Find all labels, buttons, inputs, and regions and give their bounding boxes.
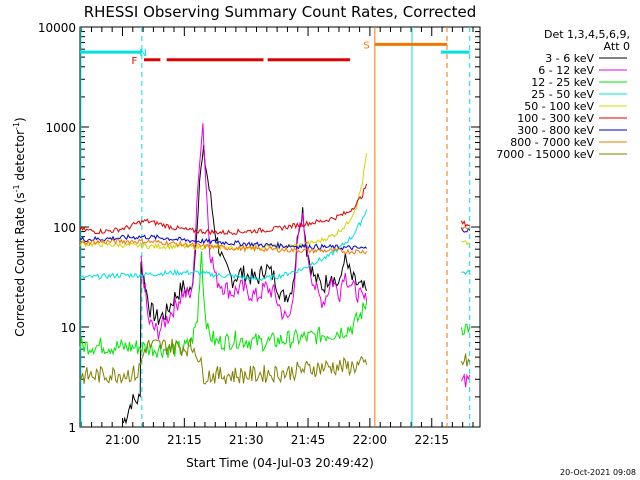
legend-label: 12 - 25 keV <box>531 76 594 89</box>
x-tick-label: 21:30 <box>229 433 264 447</box>
x-tick-label: 21:00 <box>105 433 140 447</box>
series-line <box>79 209 368 282</box>
series-line <box>122 144 368 425</box>
legend-label: 50 - 100 keV <box>524 100 594 113</box>
series-line <box>461 240 470 246</box>
series-line <box>79 183 368 236</box>
flag-label: S <box>363 40 369 51</box>
flag-bars: NF S <box>80 40 470 67</box>
legend-label: 800 - 7000 keV <box>510 136 594 149</box>
legend-label: 3 - 6 keV <box>545 52 594 65</box>
x-tick-label: 21:15 <box>167 433 202 447</box>
legend-label: 6 - 12 keV <box>538 64 594 77</box>
legend-label: 7000 - 15000 keV <box>496 148 594 161</box>
legend-label: 100 - 300 keV <box>517 112 594 125</box>
y-tick-label: 10000 <box>38 21 76 35</box>
y-tick-label: 1 <box>68 421 76 435</box>
series-group <box>79 123 471 425</box>
chart-title: RHESSI Observing Summary Count Rates, Co… <box>84 3 477 21</box>
vertical-markers <box>80 27 471 427</box>
x-tick-label: 22:15 <box>414 433 449 447</box>
y-axis-label-exp-1: -1 <box>12 184 21 192</box>
series-line <box>460 226 470 231</box>
legend-label: 25 - 50 keV <box>531 88 594 101</box>
y-tick-label: 100 <box>53 221 76 235</box>
legend-label: 300 - 800 keV <box>517 124 594 137</box>
series-line <box>460 227 471 233</box>
x-axis: 21:00 21:15 21:30 21:45 22:00 22:15 <box>80 27 474 447</box>
x-tick-label: 22:00 <box>353 433 388 447</box>
flag-label: N <box>139 48 146 59</box>
y-axis-label-prefix: Corrected Count Rate (s <box>13 192 27 336</box>
series-line <box>79 251 368 358</box>
y-axis-label-exp-2: -1 <box>12 122 21 130</box>
series-line <box>140 123 368 340</box>
series-line <box>460 353 471 367</box>
series-line <box>79 152 368 252</box>
flag-label: F <box>132 56 138 67</box>
legend-header: Det 1,3,4,5,6,9, <box>544 28 630 41</box>
y-tick-label: 10 <box>61 321 76 335</box>
x-axis-label: Start Time (04-Jul-03 20:49:42) <box>186 456 374 470</box>
y-axis-label-suffix: ) <box>13 117 27 122</box>
footer-date: 20-Oct-2021 09:08 <box>560 468 636 477</box>
y-axis-label-mid: detector <box>13 130 27 185</box>
series-line <box>460 373 471 388</box>
x-tick-label: 21:45 <box>291 433 326 447</box>
series-line <box>460 323 471 336</box>
y-tick-label: 1000 <box>45 121 76 135</box>
legend-header: Att 0 <box>604 40 630 53</box>
series-line <box>79 238 368 255</box>
y-axis-label: Corrected Count Rate (s-1 detector-1) <box>12 117 27 336</box>
series-line <box>460 220 470 228</box>
series-line <box>79 337 368 385</box>
series-line <box>461 269 471 276</box>
